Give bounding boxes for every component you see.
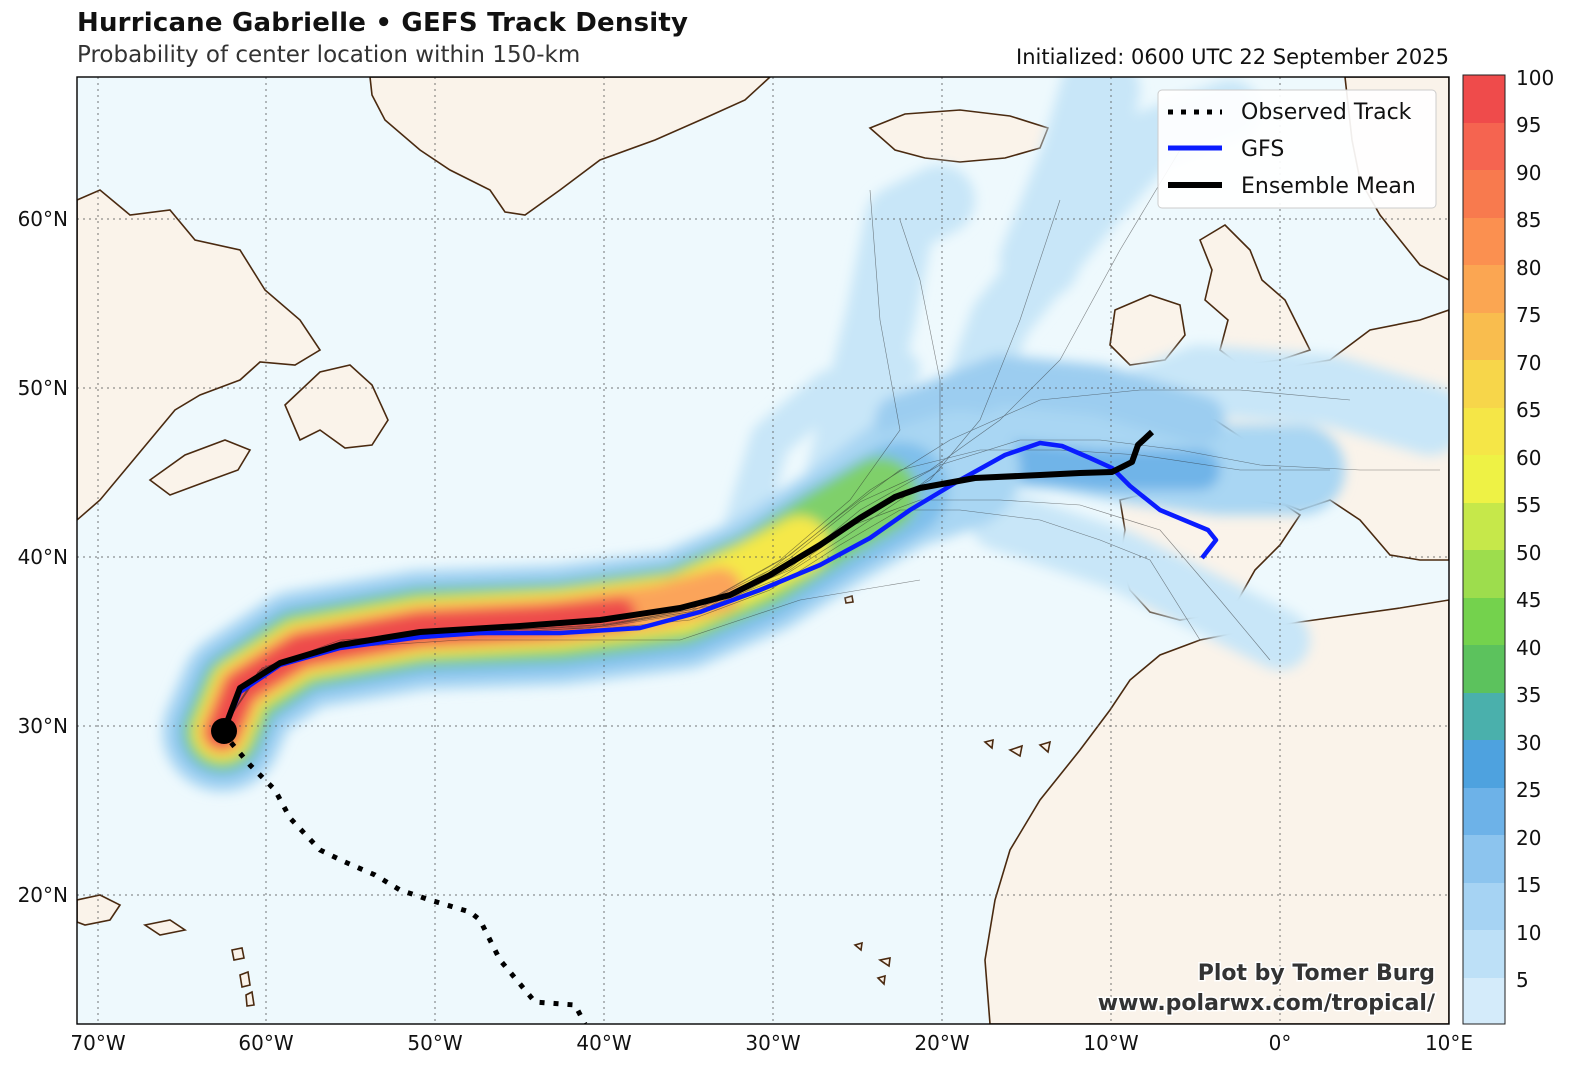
atlantic-islands [844,594,1052,986]
latitude-labels: 60°N 50°N 40°N 30°N 20°N [18,207,68,907]
colorbar-tick-label: 25 [1516,778,1541,802]
colorbar-tick-label: 35 [1516,683,1541,707]
colorbar-segments [1463,75,1505,1024]
colorbar-tick-label: 45 [1516,588,1541,612]
credit-author: Plot by Tomer Burg [1198,961,1435,986]
colorbar-frame [1462,74,1506,1025]
colorbar-tick-label: 70 [1516,351,1541,375]
density-mid-upper [875,355,1225,445]
ensemble-mean-track [221,429,1155,732]
colorbar-tick-label: 80 [1516,256,1541,280]
legend-observed-label: Observed Track [1241,100,1412,125]
lat-label: 40°N [18,545,68,569]
legend-frame [1157,89,1437,209]
longitude-labels: 70°W 60°W 50°W 40°W 30°W 20°W 10°W 0° 10… [70,1031,1473,1055]
credit-url: www.polarwx.com/tropical/ [1098,991,1436,1016]
colorbar-tick-label: 75 [1516,303,1541,327]
greenland-land [369,77,772,216]
colorbar-tick-label: 30 [1516,731,1541,755]
colorbar: 100 95 90 85 80 75 70 65 60 55 50 45 40 … [1462,66,1554,1025]
lat-label: 20°N [18,883,68,907]
colorbar-tick-label: 5 [1516,968,1529,992]
colorbar-tick-label: 90 [1516,161,1541,185]
colorbar-tick-label: 20 [1516,826,1541,850]
colorbar-tick-label: 60 [1516,446,1541,470]
colorbar-tick-label: 50 [1516,541,1541,565]
lon-label: 70°W [70,1031,125,1055]
density-spread-arc [720,350,920,560]
storm-position-marker [211,718,237,744]
lon-label: 50°W [407,1031,462,1055]
lon-label: 40°W [576,1031,631,1055]
map-frame [76,76,1450,1025]
lon-label: 10°E [1425,1031,1473,1055]
legend-gfs-label: GFS [1241,137,1284,162]
chart-title: Hurricane Gabrielle • GEFS Track Density [77,8,689,38]
density-spread-iberia [970,490,1310,670]
north-america-land [77,189,322,522]
colorbar-tick-label: 95 [1516,113,1541,137]
nova-scotia-land [148,439,252,496]
init-time: Initialized: 0600 UTC 22 September 2025 [1016,45,1449,69]
caribbean-land [77,894,255,1007]
africa-land [984,599,1449,1024]
graticule [77,77,1449,1024]
lon-label: 0° [1269,1031,1292,1055]
lat-label: 50°N [18,376,68,400]
density-spread-iceland [1000,77,1140,300]
colorbar-tick-label: 40 [1516,636,1541,660]
colorbar-tick-label: 65 [1516,398,1541,422]
legend: Observed Track GFS Ensemble Mean [1157,89,1437,209]
lon-label: 20°W [914,1031,969,1055]
iceland-land [868,109,1050,163]
lon-label: 60°W [238,1031,293,1055]
ireland-land [1109,294,1186,366]
colorbar-tick-label: 10 [1516,921,1541,945]
lat-label: 60°N [18,207,68,231]
gfs-track [221,440,1219,731]
colorbar-ticks: 100 95 90 85 80 75 70 65 60 55 50 45 40 … [1516,66,1554,992]
colorbar-tick-label: 100 [1516,66,1554,90]
chart-subtitle: Probability of center location within 15… [77,42,581,68]
colorbar-tick-label: 55 [1516,493,1541,517]
colorbar-tick-label: 85 [1516,208,1541,232]
lon-label: 30°W [745,1031,800,1055]
lat-label: 30°N [18,714,68,738]
newfoundland-land [284,364,389,449]
colorbar-tick-label: 15 [1516,873,1541,897]
lon-label: 10°W [1083,1031,1138,1055]
legend-mean-label: Ensemble Mean [1241,174,1416,199]
